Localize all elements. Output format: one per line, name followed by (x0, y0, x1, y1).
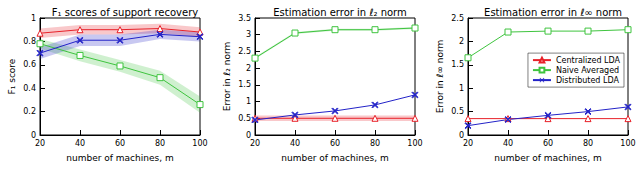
svg-text:80: 80 (370, 139, 380, 148)
svg-text:2: 2 (459, 37, 464, 46)
svg-text:3.5: 3.5 (238, 14, 251, 23)
svg-text:1.5: 1.5 (238, 80, 251, 89)
svg-text:100: 100 (407, 139, 422, 148)
svg-text:Centralized LDA: Centralized LDA (556, 56, 621, 65)
svg-text:F₁ scores of support recovery: F₁ scores of support recovery (52, 7, 198, 18)
svg-text:0: 0 (458, 130, 464, 140)
svg-text:1: 1 (459, 84, 464, 93)
svg-text:Estimation error in ℓ₂ norm: Estimation error in ℓ₂ norm (273, 7, 407, 18)
svg-text:2.5: 2.5 (451, 14, 464, 23)
svg-text:3: 3 (246, 30, 251, 39)
svg-text:40: 40 (290, 139, 300, 148)
svg-text:Distributed LDA: Distributed LDA (556, 76, 620, 85)
svg-text:0: 0 (245, 130, 251, 140)
svg-text:60: 60 (115, 139, 125, 148)
svg-text:0: 0 (30, 130, 36, 140)
svg-text:0.5: 0.5 (451, 107, 464, 116)
svg-text:0.8: 0.8 (23, 37, 36, 46)
svg-text:1: 1 (246, 97, 251, 106)
svg-text:0.2: 0.2 (23, 107, 36, 116)
svg-text:20: 20 (35, 139, 45, 148)
svg-text:number of machines, m: number of machines, m (66, 153, 173, 163)
svg-text:F₁ score: F₁ score (7, 58, 17, 94)
svg-text:1.5: 1.5 (451, 60, 464, 69)
svg-text:number of machines, m: number of machines, m (494, 153, 601, 163)
svg-text:0.6: 0.6 (23, 60, 36, 69)
svg-text:80: 80 (583, 139, 593, 148)
svg-text:20: 20 (250, 139, 260, 148)
svg-text:60: 60 (543, 139, 553, 148)
svg-text:2.5: 2.5 (238, 47, 251, 56)
svg-text:number of machines, m: number of machines, m (281, 153, 388, 163)
svg-text:2: 2 (246, 64, 251, 73)
svg-text:40: 40 (503, 139, 513, 148)
svg-text:100: 100 (192, 139, 207, 148)
svg-text:100: 100 (620, 139, 635, 148)
svg-text:1: 1 (31, 14, 36, 23)
svg-text:Naive Averaged: Naive Averaged (556, 66, 619, 75)
svg-text:0.4: 0.4 (23, 84, 36, 93)
svg-text:Error in ℓ₂ norm: Error in ℓ₂ norm (222, 42, 232, 112)
svg-text:80: 80 (155, 139, 165, 148)
svg-text:40: 40 (75, 139, 85, 148)
svg-text:60: 60 (330, 139, 340, 148)
svg-text:20: 20 (463, 139, 473, 148)
svg-text:Error in ℓ∞ norm: Error in ℓ∞ norm (435, 40, 445, 113)
svg-text:0.5: 0.5 (238, 114, 251, 123)
svg-text:Estimation error in ℓ∞ norm: Estimation error in ℓ∞ norm (484, 7, 622, 18)
